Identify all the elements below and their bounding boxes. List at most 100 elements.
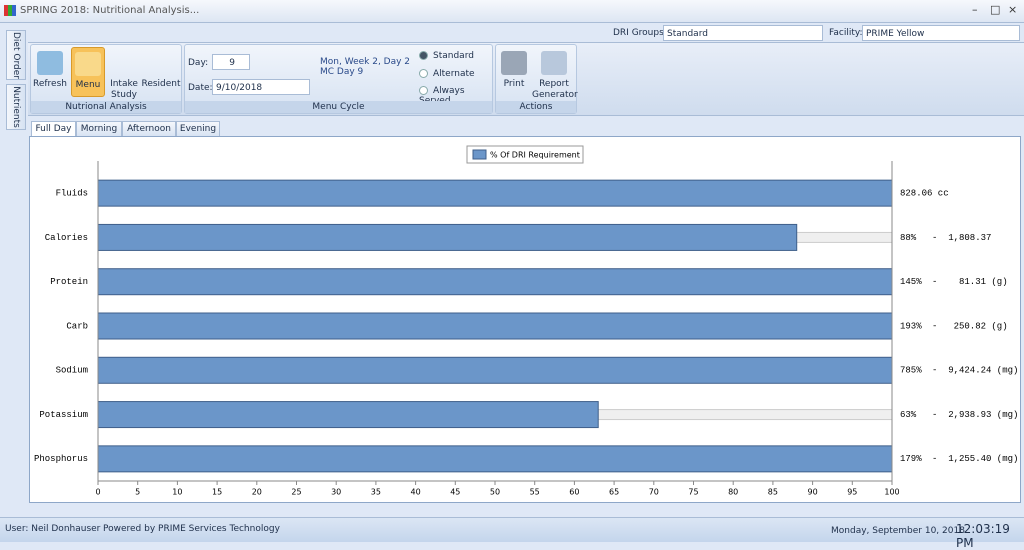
button-label: Resident [141, 79, 181, 89]
value-label: 88% [900, 233, 917, 243]
button-label: Refresh [33, 79, 67, 89]
x-tick-label: 90 [808, 488, 818, 497]
x-tick-label: 95 [847, 488, 857, 497]
group-title: Nutrional Analysis [31, 101, 181, 113]
category-label: Protein [50, 277, 88, 287]
side-tab[interactable]: Diet Order [6, 30, 26, 80]
refresh-button[interactable]: Refresh [33, 51, 67, 90]
tab-label: Afternoon [127, 124, 171, 134]
app-icon [4, 5, 16, 16]
date-label: Date: [188, 83, 213, 93]
x-tick-label: 100 [884, 488, 899, 497]
radio-option[interactable]: Alternate [419, 69, 475, 79]
report-generator-button[interactable]: Report Generator [532, 51, 578, 101]
x-tick-label: 60 [569, 488, 579, 497]
amount-label: - 9,424.24 (mg) [932, 366, 1018, 376]
menu-button[interactable]: Menu [71, 47, 105, 97]
tab[interactable]: Morning [76, 121, 122, 137]
tab-label: Evening [179, 124, 217, 134]
window-title: SPRING 2018: Nutritional Analysis... [20, 5, 200, 16]
amount-label: - 81.31 (g) [932, 277, 1008, 287]
x-tick-label: 50 [490, 488, 500, 497]
value-label: 785% [900, 366, 922, 376]
facility-label: Facility: [829, 28, 863, 38]
amount-label: - 1,255.40 (mg) [932, 454, 1018, 464]
group-title: Actions [496, 101, 576, 113]
tab-label: Full Day [35, 124, 72, 134]
amount-label: - 250.82 (g) [932, 321, 1008, 331]
ribbon-group: Print Report Generator Actions [495, 44, 578, 114]
bar [98, 179, 892, 207]
maximize-button[interactable]: □ [990, 3, 1001, 16]
bar [98, 356, 892, 384]
x-tick-label: 15 [212, 488, 222, 497]
dri-groups-select[interactable]: Standard [663, 25, 823, 41]
amount-label: 828.06 cc [900, 189, 949, 199]
radio-option[interactable]: Standard [419, 51, 474, 61]
button-label: Menu [75, 80, 101, 90]
tab-label: Morning [80, 124, 118, 134]
chart-panel: 0 5 10 15 20 25 30 35 40 45 50 55 60 65 70 75 80 85 90 95 10… [29, 136, 1021, 503]
ribbon-group: Day: 9 Date: 9/10/2018 Mon, Week 2, Day … [184, 44, 493, 114]
facility-select[interactable]: PRIME Yellow [862, 25, 1020, 41]
close-button[interactable]: × [1008, 3, 1018, 16]
tab[interactable]: Evening [176, 121, 220, 137]
value-label: 193% [900, 321, 922, 331]
status-powered: Powered by PRIME Services Technology [103, 524, 280, 534]
ribbon-group: Refresh Menu Intake Study Resident Nutri… [30, 44, 182, 114]
date-value: 9/10/2018 [216, 83, 263, 93]
status-bar: User: Neil Donhauser Powered by PRIME Se… [0, 517, 1024, 550]
group-title: Menu Cycle [185, 101, 492, 113]
bar [98, 401, 599, 429]
x-tick-label: 70 [649, 488, 659, 497]
print-button[interactable]: Print [498, 51, 530, 90]
day-label: Day: [188, 58, 209, 68]
button-label: Intake Study [110, 79, 138, 100]
bar [98, 268, 892, 296]
tab[interactable]: Afternoon [122, 121, 176, 137]
button-label: Print [503, 79, 525, 89]
cycle-info: MC Day 9 [320, 67, 364, 77]
side-tab-label: Diet Order [11, 32, 21, 79]
x-tick-label: 20 [252, 488, 262, 497]
x-tick-label: 45 [450, 488, 460, 497]
value-label: 63% [900, 410, 917, 420]
bar [98, 223, 798, 251]
tab[interactable]: Full Day [31, 121, 76, 137]
resident-button[interactable]: Resident [141, 79, 181, 90]
status-date: Monday, September 10, 2018 [831, 526, 965, 536]
cycle-info: Mon, Week 2, Day 2 [320, 57, 411, 67]
facility-value: PRIME Yellow [866, 29, 925, 39]
x-tick-label: 25 [291, 488, 301, 497]
amount-label: - 2,938.93 (mg) [932, 410, 1018, 420]
radio-label: Standard [433, 51, 474, 61]
x-tick-label: 75 [688, 488, 698, 497]
x-tick-label: 10 [172, 488, 182, 497]
category-label: Potassium [39, 410, 88, 420]
day-value: 9 [229, 58, 235, 68]
value-label: 179% [900, 454, 922, 464]
side-tab[interactable]: Nutrients [6, 84, 26, 130]
value-label: 145% [900, 277, 922, 287]
x-tick-label: 0 [95, 488, 100, 497]
category-label: Sodium [56, 366, 88, 376]
amount-label: - 1,808.37 [932, 233, 991, 243]
chart: 0 5 10 15 20 25 30 35 40 45 50 55 60 65 70 75 80 85 90 95 10… [34, 145, 1018, 497]
bar [98, 445, 892, 473]
x-tick-label: 30 [331, 488, 341, 497]
dri-groups-value: Standard [667, 29, 708, 39]
x-tick-label: 80 [728, 488, 738, 497]
minimize-button[interactable]: – [972, 3, 978, 16]
x-tick-label: 35 [371, 488, 381, 497]
category-label: Fluids [56, 189, 88, 199]
x-tick-label: 40 [411, 488, 421, 497]
radio-label: Alternate [433, 69, 475, 79]
x-tick-label: 55 [530, 488, 540, 497]
x-tick-label: 65 [609, 488, 619, 497]
intake-study-button[interactable]: Intake Study [107, 79, 141, 101]
day-spinner[interactable]: 9 [212, 54, 250, 70]
date-picker[interactable]: 9/10/2018 [212, 79, 310, 95]
legend-swatch [472, 149, 487, 160]
x-tick-label: 5 [135, 488, 140, 497]
